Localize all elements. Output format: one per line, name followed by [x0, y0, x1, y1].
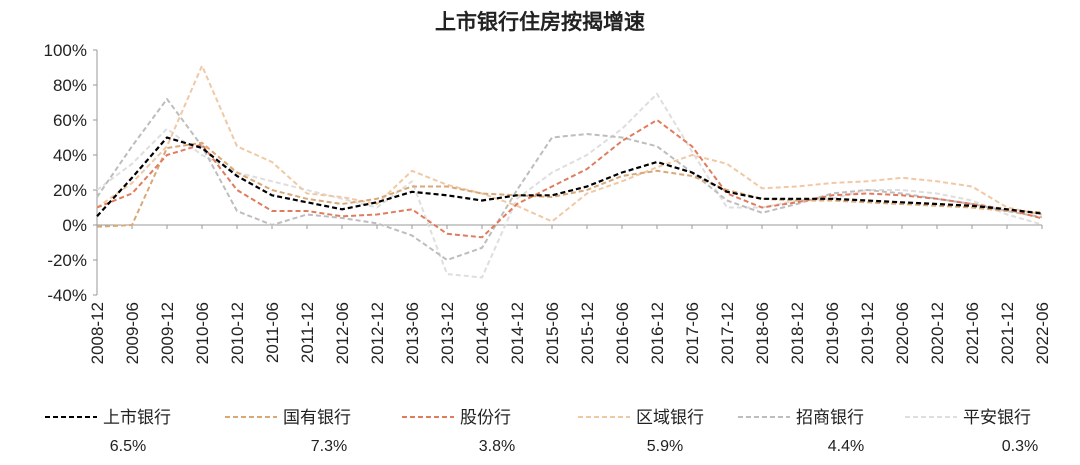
x-tick-label: 2021-06 — [963, 302, 982, 364]
chart-title: 上市银行住房按揭增速 — [435, 10, 645, 34]
legend-value-4: 4.4% — [828, 438, 864, 455]
x-tick-label: 2009-12 — [158, 302, 177, 364]
x-tick-label: 2019-06 — [823, 302, 842, 364]
x-tick-label: 2019-12 — [858, 302, 877, 364]
series-line-4 — [96, 98, 1043, 261]
x-tick-label: 2014-06 — [473, 302, 492, 364]
y-tick-label: -40% — [47, 286, 87, 305]
legend-value-2: 3.8% — [479, 438, 515, 455]
x-tick-label: 2013-12 — [438, 302, 457, 364]
x-tick-label: 2014-12 — [508, 302, 527, 364]
y-tick-label: 40% — [53, 146, 87, 165]
x-tick-label: 2017-12 — [718, 302, 737, 364]
series-line-2 — [96, 119, 1043, 239]
legend-value-3: 5.9% — [647, 438, 683, 455]
x-tick-label: 2018-06 — [753, 302, 772, 364]
x-tick-label: 2020-12 — [928, 302, 947, 364]
x-tick-label: 2011-12 — [298, 302, 317, 363]
y-tick-label: 100% — [44, 41, 87, 60]
y-tick-label: 20% — [53, 181, 87, 200]
legend-label-0: 上市银行 — [103, 408, 171, 428]
legend-label-4: 招商银行 — [796, 408, 864, 428]
legend-value-0: 6.5% — [110, 438, 146, 455]
y-tick-label: 80% — [53, 76, 87, 95]
x-tick-label: 2018-12 — [788, 302, 807, 364]
x-tick-label: 2010-12 — [228, 302, 247, 364]
x-tick-label: 2010-06 — [193, 302, 212, 364]
y-tick-label: 60% — [53, 111, 87, 130]
legend-value-5: 0.3% — [1002, 438, 1038, 455]
legend-label-5: 平安银行 — [963, 408, 1031, 428]
x-tick-label: 2020-06 — [893, 302, 912, 364]
x-tick-label: 2015-06 — [543, 302, 562, 364]
x-tick-label: 2016-06 — [613, 302, 632, 364]
y-tick-label: -20% — [47, 251, 87, 270]
x-tick-label: 2016-12 — [648, 302, 667, 364]
x-tick-label: 2011-06 — [263, 302, 282, 363]
x-tick-label: 2015-12 — [578, 302, 597, 364]
series-line-5 — [96, 92, 1043, 279]
series-line-1 — [96, 141, 1043, 228]
x-tick-label: 2012-06 — [333, 302, 352, 364]
legend-value-1: 7.3% — [311, 438, 347, 455]
x-tick-label: 2022-06 — [1033, 302, 1052, 364]
x-tick-label: 2013-06 — [403, 302, 422, 364]
series-line-0 — [96, 136, 1043, 218]
x-tick-label: 2012-12 — [368, 302, 387, 364]
x-tick-label: 2017-06 — [683, 302, 702, 364]
y-tick-label: 0% — [62, 216, 87, 235]
x-tick-label: 2008-12 — [88, 302, 107, 364]
legend-label-1: 国有银行 — [283, 408, 351, 428]
x-tick-label: 2009-06 — [123, 302, 142, 364]
legend-label-2: 股份行 — [460, 408, 511, 428]
legend-label-3: 区域银行 — [636, 408, 704, 428]
x-tick-label: 2021-12 — [998, 302, 1017, 364]
series-line-3 — [96, 64, 1043, 223]
